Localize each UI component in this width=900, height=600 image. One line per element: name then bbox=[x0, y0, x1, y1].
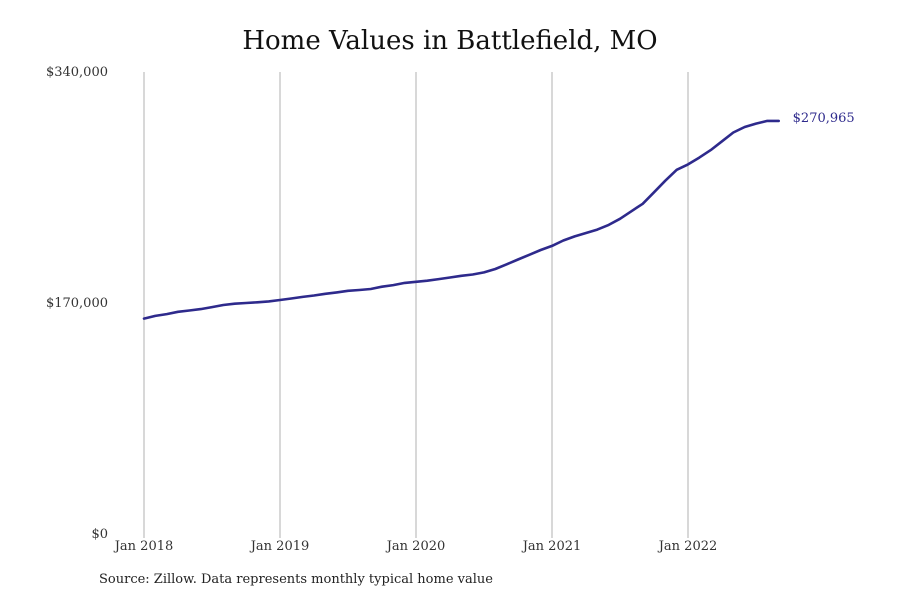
x-tick-label: Jan 2018 bbox=[113, 539, 174, 554]
series-layer bbox=[142, 119, 781, 320]
y-tick-label: $170,000 bbox=[46, 296, 108, 311]
x-tick-label: Jan 2020 bbox=[385, 539, 446, 554]
x-axis-ticks: Jan 2018 Jan 2019 Jan 2020 Jan 2021 Jan 2022 bbox=[113, 539, 718, 554]
series-line-0 bbox=[142, 119, 781, 320]
source-note: Source: Zillow. Data represents monthly … bbox=[99, 572, 493, 587]
y-axis-ticks: $0 $170,000 $340,000 bbox=[46, 65, 108, 542]
x-tick-label: Jan 2019 bbox=[249, 539, 310, 554]
vertical-gridlines bbox=[143, 72, 689, 538]
x-tick-label: Jan 2021 bbox=[521, 539, 582, 554]
annotation-layer: $270,965 bbox=[793, 111, 855, 126]
y-tick-label: $340,000 bbox=[46, 65, 108, 80]
end-value-label: $270,965 bbox=[793, 111, 855, 126]
chart-title: Home Values in Battlefield, MO bbox=[242, 26, 658, 56]
y-tick-label: $0 bbox=[91, 527, 108, 542]
x-tick-label: Jan 2022 bbox=[657, 539, 718, 554]
